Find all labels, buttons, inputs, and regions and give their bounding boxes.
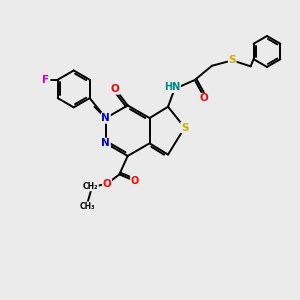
- Text: O: O: [103, 179, 111, 189]
- Text: N: N: [101, 138, 110, 148]
- Text: CH₂: CH₂: [83, 182, 98, 191]
- Text: S: S: [229, 56, 236, 65]
- Text: CH₃: CH₃: [80, 202, 95, 211]
- Text: HN: HN: [164, 82, 180, 92]
- Text: N: N: [101, 113, 110, 123]
- Text: S: S: [181, 123, 188, 133]
- Text: O: O: [131, 176, 139, 186]
- Text: F: F: [42, 75, 50, 85]
- Text: O: O: [200, 93, 209, 103]
- Text: O: O: [111, 84, 120, 94]
